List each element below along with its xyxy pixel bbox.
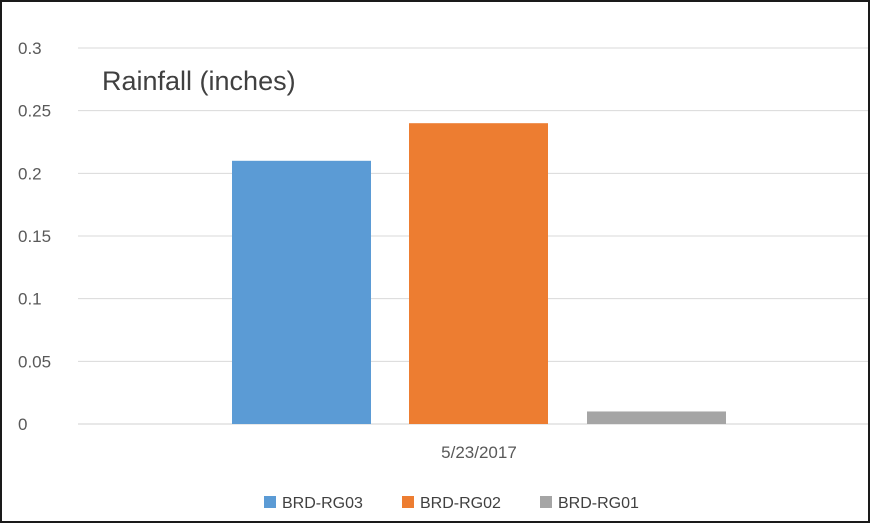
legend-swatch-brd-rg03 — [264, 496, 276, 508]
y-tick-label: 0.25 — [18, 102, 51, 121]
legend: BRD-RG03 BRD-RG02 BRD-RG01 — [264, 495, 639, 512]
y-tick-label: 0.15 — [18, 227, 51, 246]
bar-brd-rg01 — [587, 411, 726, 424]
y-tick-label: 0.2 — [18, 164, 42, 183]
chart-title: Rainfall (inches) — [102, 66, 296, 96]
legend-label: BRD-RG01 — [558, 495, 639, 512]
y-tick-label: 0.05 — [18, 352, 51, 371]
bar-brd-rg03 — [232, 160, 371, 425]
y-axis-ticks: 0 0.05 0.1 0.15 0.2 0.25 0.3 — [18, 39, 51, 434]
legend-swatch-brd-rg01 — [540, 496, 552, 508]
category-label: 5/23/2017 — [441, 443, 517, 462]
legend-label: BRD-RG02 — [420, 495, 501, 512]
bars — [232, 123, 726, 425]
y-tick-label: 0.3 — [18, 39, 42, 58]
legend-label: BRD-RG03 — [282, 495, 363, 512]
y-tick-label: 0 — [18, 415, 27, 434]
bar-brd-rg02 — [409, 123, 548, 424]
legend-swatch-brd-rg02 — [402, 496, 414, 508]
y-tick-label: 0.1 — [18, 290, 42, 309]
